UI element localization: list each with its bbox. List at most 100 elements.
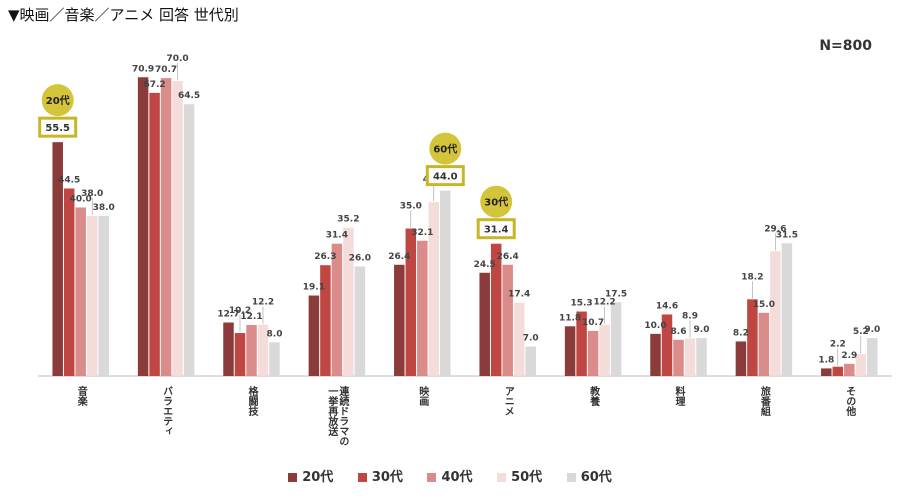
data-label-40s-cat-4: 32.1 bbox=[411, 228, 433, 238]
bar-30s-cat-8 bbox=[747, 299, 758, 376]
data-label-60s-cat-9: 9.0 bbox=[864, 325, 880, 335]
bar-30s-cat-9 bbox=[832, 366, 844, 376]
legend-item-30s: 30代 bbox=[357, 466, 403, 485]
data-label-60s-cat-5: 7.0 bbox=[523, 334, 539, 344]
category-label-9: その他 bbox=[844, 386, 857, 417]
bar-60s-cat-8 bbox=[781, 243, 793, 376]
callout-badge-label-1: 60代 bbox=[433, 143, 457, 156]
bar-30s-cat-0 bbox=[63, 188, 75, 376]
data-label-60s-cat-1: 64.5 bbox=[178, 91, 200, 101]
bar-60s-cat-1 bbox=[183, 104, 195, 377]
data-label-20s-cat-9: 1.8 bbox=[818, 355, 834, 365]
data-label-30s-cat-4: 35.0 bbox=[400, 202, 422, 212]
data-label-60s-cat-3: 26.0 bbox=[349, 253, 371, 263]
bar-20s-cat-1 bbox=[137, 77, 149, 377]
bar-50s-cat-7 bbox=[684, 338, 696, 376]
callout-value-1: 44.0 bbox=[433, 172, 458, 183]
category-label-0: 音楽 bbox=[75, 385, 88, 407]
callout-badge-1 bbox=[429, 132, 462, 165]
data-label-60s-cat-2: 8.0 bbox=[267, 329, 283, 339]
category-label-6: 教養 bbox=[588, 385, 601, 407]
legend-label-50s: 50代 bbox=[511, 470, 543, 485]
bar-60s-cat-2 bbox=[269, 342, 280, 376]
bar-50s-cat-9 bbox=[855, 354, 867, 376]
legend-item-20s: 20代 bbox=[288, 466, 333, 485]
data-label-30s-cat-3: 26.3 bbox=[314, 252, 336, 262]
legend-label-60s: 60代 bbox=[580, 470, 612, 485]
bar-30s-cat-5 bbox=[490, 243, 502, 376]
data-label-40s-cat-8: 15.0 bbox=[753, 300, 775, 310]
legend-swatch-60s bbox=[566, 473, 576, 482]
data-label-20s-cat-6: 11.8 bbox=[559, 313, 581, 323]
bar-40s-cat-6 bbox=[587, 330, 599, 376]
data-label-50s-cat-0: 38.0 bbox=[81, 189, 103, 199]
bar-40s-cat-5 bbox=[502, 264, 513, 376]
bar-50s-cat-1 bbox=[172, 81, 183, 377]
data-label-60s-cat-7: 9.0 bbox=[694, 325, 710, 335]
bar-50s-cat-4 bbox=[428, 201, 440, 376]
data-label-60s-cat-0: 38.0 bbox=[93, 203, 115, 213]
sample-size-label: N=800 bbox=[819, 38, 872, 54]
legend-label-20s: 20代 bbox=[302, 470, 334, 485]
category-label-4: 映画 bbox=[417, 385, 429, 407]
bar-30s-cat-3 bbox=[320, 265, 331, 376]
callout-badge-label-2: 30代 bbox=[484, 196, 508, 209]
callout-badge-0 bbox=[41, 84, 74, 117]
bar-50s-cat-3 bbox=[343, 227, 354, 376]
bar-20s-cat-0 bbox=[52, 142, 63, 376]
data-label-30s-cat-7: 14.6 bbox=[656, 301, 678, 311]
bar-40s-cat-2 bbox=[246, 325, 257, 376]
bar-60s-cat-4 bbox=[440, 190, 451, 376]
legend: 20代 30代 40代 50代 60代 bbox=[0, 466, 900, 485]
data-label-40s-cat-0: 40.0 bbox=[70, 194, 92, 204]
legend-label-30s: 30代 bbox=[371, 470, 403, 485]
data-label-20s-cat-7: 10.0 bbox=[644, 321, 666, 331]
bar-50s-cat-5 bbox=[513, 302, 525, 376]
data-label-20s-cat-1: 70.9 bbox=[132, 64, 154, 74]
data-label-50s-cat-7: 8.9 bbox=[682, 312, 698, 322]
bar-30s-cat-2 bbox=[234, 333, 246, 376]
bar-30s-cat-1 bbox=[149, 92, 160, 376]
data-label-40s-cat-2: 12.1 bbox=[240, 312, 262, 322]
data-label-40s-cat-6: 10.7 bbox=[582, 318, 604, 328]
data-label-30s-cat-0: 44.5 bbox=[58, 176, 80, 186]
callout-value-2: 31.4 bbox=[484, 225, 509, 236]
data-label-50s-cat-6: 12.2 bbox=[593, 298, 615, 308]
bar-50s-cat-8 bbox=[770, 251, 781, 376]
callout-badge-2 bbox=[480, 185, 513, 218]
bar-60s-cat-3 bbox=[354, 266, 366, 376]
category-label-8: 旅番組 bbox=[758, 385, 771, 416]
data-label-50s-cat-2: 12.2 bbox=[252, 298, 274, 308]
bar-20s-cat-9 bbox=[821, 368, 832, 376]
data-label-50s-cat-1: 70.0 bbox=[166, 54, 188, 64]
bar-50s-cat-6 bbox=[599, 324, 610, 376]
data-label-30s-cat-1: 67.2 bbox=[143, 80, 165, 90]
bar-20s-cat-3 bbox=[308, 295, 320, 376]
data-label-50s-cat-3: 35.2 bbox=[337, 215, 359, 225]
bar-50s-cat-0 bbox=[86, 215, 98, 376]
data-label-20s-cat-8: 8.2 bbox=[733, 328, 749, 338]
bar-40s-cat-8 bbox=[758, 312, 770, 376]
bar-60s-cat-5 bbox=[525, 346, 536, 376]
legend-item-60s: 60代 bbox=[566, 466, 612, 485]
data-label-40s-cat-5: 26.4 bbox=[497, 252, 519, 262]
data-label-20s-cat-2: 12.7 bbox=[217, 309, 239, 319]
data-label-20s-cat-3: 19.1 bbox=[303, 283, 325, 293]
bar-20s-cat-5 bbox=[479, 272, 490, 376]
bar-20s-cat-4 bbox=[394, 264, 405, 376]
data-label-20s-cat-4: 26.4 bbox=[388, 252, 410, 262]
bar-20s-cat-6 bbox=[564, 326, 576, 376]
bar-30s-cat-4 bbox=[405, 228, 417, 376]
legend-item-50s: 50代 bbox=[497, 466, 542, 485]
legend-swatch-20s bbox=[288, 473, 298, 482]
data-label-50s-cat-8: 29.6 bbox=[764, 224, 786, 234]
callout-box-0 bbox=[38, 116, 78, 138]
callout-box-1 bbox=[425, 165, 465, 187]
bar-40s-cat-7 bbox=[673, 339, 684, 376]
bar-60s-cat-6 bbox=[610, 302, 622, 376]
data-label-30s-cat-6: 15.3 bbox=[570, 299, 592, 309]
bar-40s-cat-3 bbox=[331, 243, 343, 376]
callout-value-0: 55.5 bbox=[45, 123, 70, 134]
bar-20s-cat-8 bbox=[735, 341, 747, 376]
